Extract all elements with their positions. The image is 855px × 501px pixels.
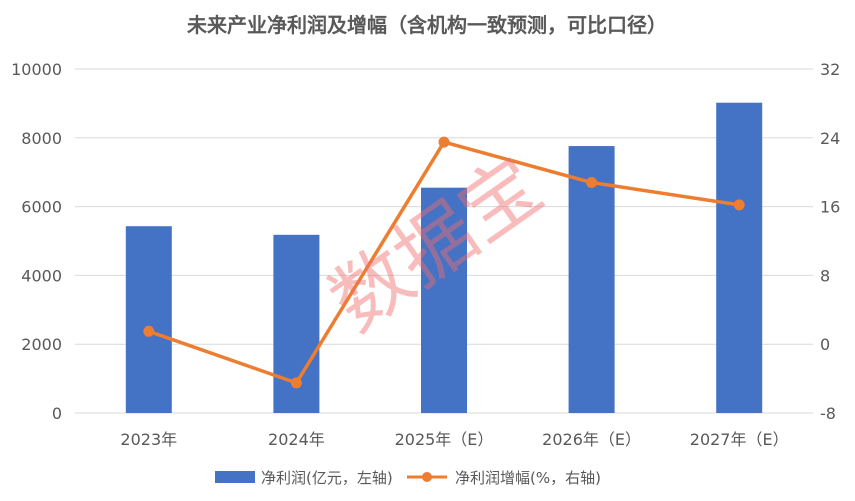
legend-bar-swatch xyxy=(215,471,255,483)
x-axis: 2023年 2024年 2025年（E） 2026年（E） 2027年（E） xyxy=(120,430,788,449)
line-point xyxy=(290,377,302,389)
x-axis-tick-label: 2024年 xyxy=(268,430,325,449)
line-point xyxy=(143,325,155,337)
left-axis-tick-label: 8000 xyxy=(21,129,62,148)
right-axis: -8 0 8 16 24 32 xyxy=(820,60,840,423)
right-axis-tick-label: 24 xyxy=(820,129,840,148)
line-point xyxy=(438,136,450,148)
bar-series xyxy=(125,102,763,413)
legend-line-label: 净利润增幅(%，右轴) xyxy=(455,469,601,487)
x-axis-tick-label: 2027年（E） xyxy=(690,430,789,449)
left-axis: 0 2000 4000 6000 8000 10000 xyxy=(11,60,62,423)
legend-bar-label: 净利润(亿元，左轴) xyxy=(261,469,393,487)
right-axis-tick-label: 0 xyxy=(820,335,830,354)
x-axis-tick-label: 2026年（E） xyxy=(542,430,641,449)
x-axis-tick-label: 2023年 xyxy=(120,430,177,449)
legend: 净利润(亿元，左轴) 净利润增幅(%，右轴) xyxy=(215,469,601,487)
legend-line-marker xyxy=(422,472,432,482)
line-series xyxy=(143,136,745,389)
bar xyxy=(716,102,763,413)
bar xyxy=(125,226,172,413)
right-axis-tick-label: -8 xyxy=(820,404,836,423)
left-axis-tick-label: 2000 xyxy=(21,335,62,354)
bar xyxy=(421,187,467,413)
left-axis-tick-label: 10000 xyxy=(11,60,62,79)
left-axis-tick-label: 4000 xyxy=(21,266,62,285)
x-axis-tick-label: 2025年（E） xyxy=(395,430,494,449)
left-axis-tick-label: 0 xyxy=(52,404,62,423)
line-point xyxy=(586,177,598,189)
bar xyxy=(568,146,615,413)
right-axis-tick-label: 16 xyxy=(820,198,840,217)
right-axis-tick-label: 8 xyxy=(820,266,830,285)
chart-title: 未来产业净利润及增幅（含机构一致预测，可比口径） xyxy=(187,13,667,37)
left-axis-tick-label: 6000 xyxy=(21,198,62,217)
right-axis-tick-label: 32 xyxy=(820,60,840,79)
line-point xyxy=(733,199,745,211)
